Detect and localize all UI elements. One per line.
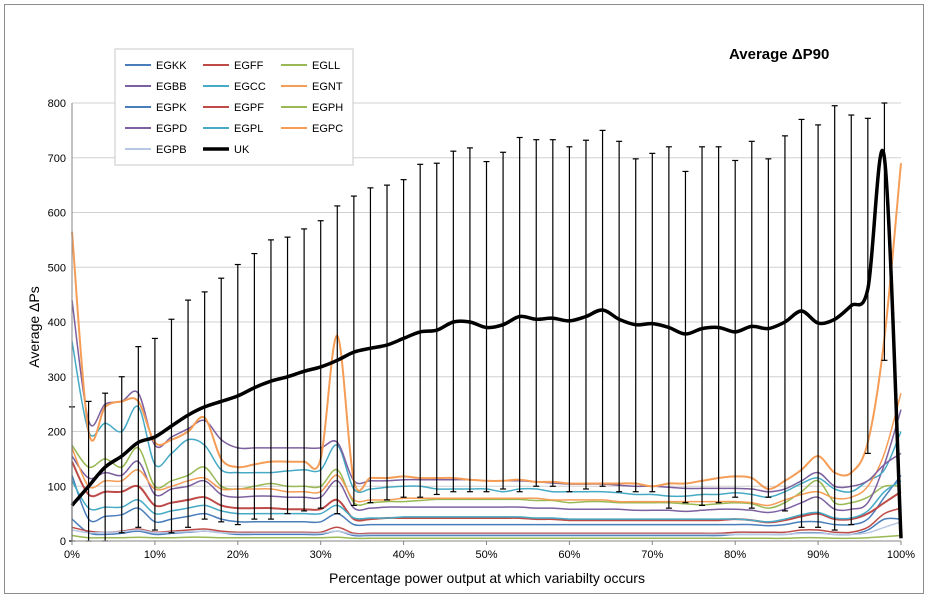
legend-label-egpk: EGPK [156, 102, 187, 114]
chart-frame: 0 100 200 300 400 500 600 700 800 0% 10% 20% 30% 40% 5… [4, 4, 924, 594]
legend-label-uk: UK [234, 144, 250, 156]
series-line-egpb [71, 521, 902, 536]
x-tick-label: 70% [641, 549, 663, 561]
legend-label-egkk: EGKK [156, 60, 187, 72]
series-line-egph [71, 534, 902, 540]
legend-label-egcc: EGCC [234, 81, 266, 93]
y-tick-label: 0 [60, 536, 66, 548]
y-axis-title: Average ΔPs [26, 286, 42, 367]
legend-label-egpc: EGPC [312, 123, 343, 135]
series-line-egff [71, 507, 902, 535]
x-axis-title: Percentage power output at which variabi… [329, 570, 645, 586]
chart-title: Average ΔP90 [729, 46, 829, 63]
x-tick-label: 80% [724, 549, 746, 561]
y-tick-label: 200 [48, 427, 66, 439]
x-tick-label: 0% [64, 549, 80, 561]
y-tick-label: 300 [48, 372, 66, 384]
legend-box [114, 48, 354, 166]
x-tick-label: 50% [475, 549, 497, 561]
x-tick-label: 20% [227, 549, 249, 561]
legend-label-egff: EGFF [234, 60, 264, 72]
x-tick-label: 30% [310, 549, 332, 561]
series-line-egnt [71, 392, 902, 507]
legend-label-egpf: EGPF [234, 102, 264, 114]
series-line-egbb [71, 409, 902, 514]
x-tick-label: 10% [144, 549, 166, 561]
series-line-egpk [71, 474, 902, 527]
y-tick-label: 700 [48, 153, 66, 165]
series-line-egll [71, 444, 902, 509]
legend-label-egpd: EGPD [156, 123, 187, 135]
series-line-uk [70, 148, 903, 539]
legend: EGKK EGFF EGLL EGBB EGCC EGNT EGPK EGPF EGPH EGPD… [114, 48, 354, 166]
x-tick-label: 40% [393, 549, 415, 561]
y-tick-label: 400 [48, 317, 66, 329]
x-tick-label: 60% [558, 549, 580, 561]
legend-label-egnt: EGNT [312, 81, 343, 93]
legend-label-egpb: EGPB [156, 144, 187, 156]
y-tick-label: 100 [48, 481, 66, 493]
axes: 0 100 200 300 400 500 600 700 800 0% 10% 20% 30% 40% 5… [48, 98, 916, 561]
legend-label-egbb: EGBB [156, 81, 187, 93]
legend-label-egll: EGLL [312, 60, 340, 72]
legend-label-egph: EGPH [312, 102, 343, 114]
series-line-egpl [71, 480, 902, 523]
y-tick-label: 800 [48, 98, 66, 110]
x-tick-label: 100% [887, 549, 915, 561]
legend-label-egpl: EGPL [234, 123, 263, 135]
y-tick-label: 600 [48, 208, 66, 220]
y-tick-label: 500 [48, 262, 66, 274]
line-chart: 0 100 200 300 400 500 600 700 800 0% 10% 20% 30% 40% 5… [26, 46, 916, 586]
x-tick-label: 90% [807, 549, 829, 561]
